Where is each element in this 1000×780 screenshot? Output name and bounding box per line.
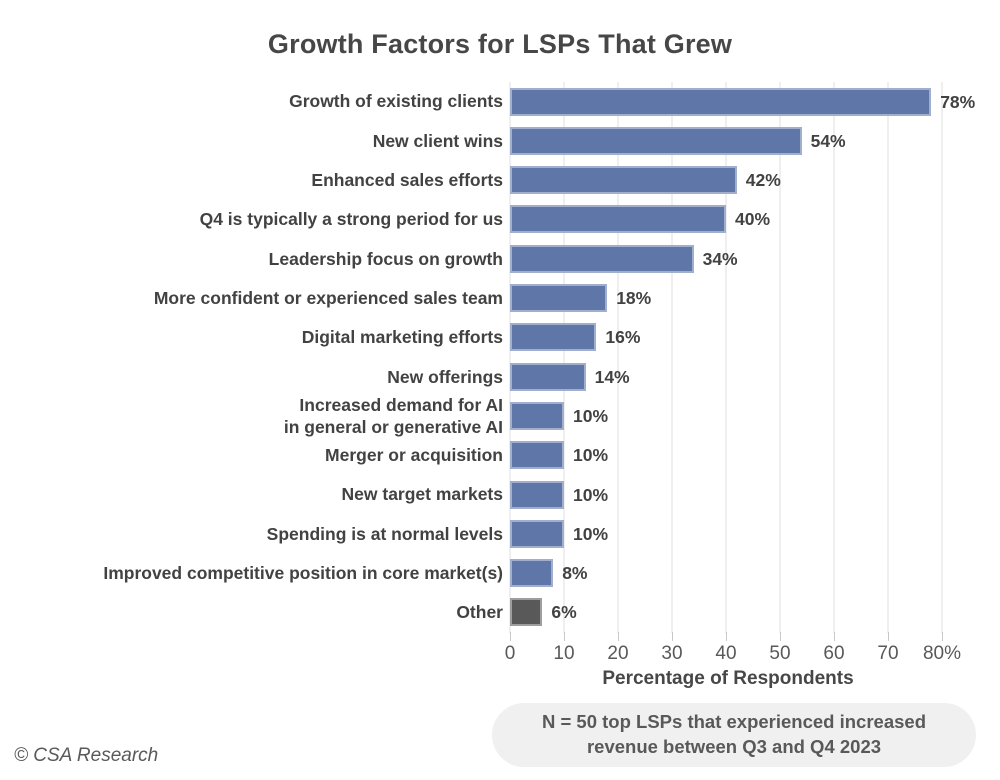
category-label: More confident or experienced sales team: [153, 287, 503, 308]
bar-row: Q4 is typically a strong period for us 40…: [0, 200, 1000, 239]
value-label: 10%: [573, 484, 609, 505]
bar: [510, 559, 554, 588]
gridline: [887, 82, 889, 633]
sample-note-line1: N = 50 top LSPs that experienced increas…: [541, 711, 927, 733]
bar-row: Digital marketing efforts 16%: [0, 318, 1000, 357]
value-label: 54%: [810, 130, 846, 151]
axis-tick-label: 0: [504, 643, 516, 664]
gridline: [779, 82, 781, 633]
bar-row: Other 6%: [0, 593, 1000, 632]
value-label: 78%: [940, 91, 976, 112]
value-label: 8%: [562, 563, 588, 584]
value-label: 10%: [573, 405, 609, 426]
sample-note-line2: revenue between Q3 and Q4 2023: [586, 736, 882, 757]
axis-tick: [672, 632, 673, 641]
bar-row: Spending is at normal levels 10%: [0, 514, 1000, 553]
bar: [510, 166, 737, 195]
bar: [510, 244, 694, 273]
bar-row: Increased demand for AI in general or ge…: [0, 395, 1000, 437]
bar-row: Enhanced sales efforts 42%: [0, 161, 1000, 200]
bar: [510, 598, 543, 627]
bar: [510, 362, 586, 391]
gridline: [725, 82, 727, 633]
category-label: Improved competitive position in core ma…: [103, 563, 503, 584]
category-label: Leadership focus on growth: [268, 248, 503, 269]
bar-chart: Growth of existing clients 78% New client …: [0, 82, 1000, 633]
value-label: 34%: [702, 248, 738, 269]
category-label: Other: [456, 602, 503, 623]
bar-row: Merger or acquisition 10%: [0, 436, 1000, 475]
value-label: 10%: [573, 523, 609, 544]
axis-tick: [618, 632, 619, 641]
bar-row: Improved competitive position in core ma…: [0, 554, 1000, 593]
category-label: Enhanced sales efforts: [311, 170, 503, 191]
axis-tick: [780, 632, 781, 641]
axis-tick-label: 40: [715, 643, 737, 664]
bar: [510, 519, 564, 548]
axis-tick: [726, 632, 727, 641]
value-label: 18%: [616, 288, 652, 309]
copyright-text: © CSA Research: [14, 745, 159, 766]
x-axis-label: Percentage of Respondents: [602, 668, 854, 689]
axis-tick-label: 20: [607, 643, 629, 664]
axis-tick: [888, 632, 889, 641]
gridline: [617, 82, 619, 633]
value-label: 16%: [605, 327, 641, 348]
value-label: 14%: [594, 366, 630, 387]
category-label: Spending is at normal levels: [266, 523, 503, 544]
category-label: Digital marketing efforts: [301, 327, 503, 348]
category-label: New target markets: [341, 484, 503, 505]
bar-row: More confident or experienced sales team…: [0, 279, 1000, 318]
value-label: 6%: [551, 602, 577, 623]
value-label: 42%: [745, 170, 781, 191]
sample-note: N = 50 top LSPs that experienced increas…: [492, 703, 976, 767]
category-label: Increased demand for AI in general or ge…: [283, 394, 503, 438]
bar-row: Growth of existing clients 78%: [0, 82, 1000, 121]
gridline: [833, 82, 835, 633]
axis-tick: [564, 632, 565, 641]
axis-tick-label: 60: [823, 643, 845, 664]
axis-tick-label: 30: [661, 643, 683, 664]
bar: [510, 480, 564, 509]
category-label: New offerings: [387, 366, 503, 387]
axis-tick-label: 80%: [922, 643, 962, 664]
axis-tick: [942, 632, 943, 641]
gridline: [509, 82, 511, 633]
axis-tick: [834, 632, 835, 641]
chart-title: Growth Factors for LSPs That Grew: [267, 29, 733, 59]
bar-row: New client wins 54%: [0, 121, 1000, 160]
axis-tick-label: 50: [769, 643, 791, 664]
gridline: [671, 82, 673, 633]
category-label: Growth of existing clients: [289, 91, 503, 112]
bar: [510, 87, 932, 116]
category-label: Merger or acquisition: [325, 445, 503, 466]
value-label: 10%: [573, 445, 609, 466]
bar-row: Leadership focus on growth 34%: [0, 239, 1000, 278]
value-label: 40%: [735, 209, 771, 230]
category-label: New client wins: [372, 130, 503, 151]
bar: [510, 126, 802, 155]
bar: [510, 401, 564, 430]
axis-tick-label: 70: [877, 643, 899, 664]
axis-tick-label: 10: [553, 643, 575, 664]
gridline: [941, 82, 943, 633]
bar: [510, 441, 564, 470]
bar: [510, 205, 726, 234]
bar-row: New offerings 14%: [0, 357, 1000, 396]
bar: [510, 284, 608, 313]
bar-row: New target markets 10%: [0, 475, 1000, 514]
axis-tick: [510, 632, 511, 641]
bar: [510, 323, 597, 352]
category-label: Q4 is typically a strong period for us: [199, 209, 503, 230]
gridline: [563, 82, 565, 633]
